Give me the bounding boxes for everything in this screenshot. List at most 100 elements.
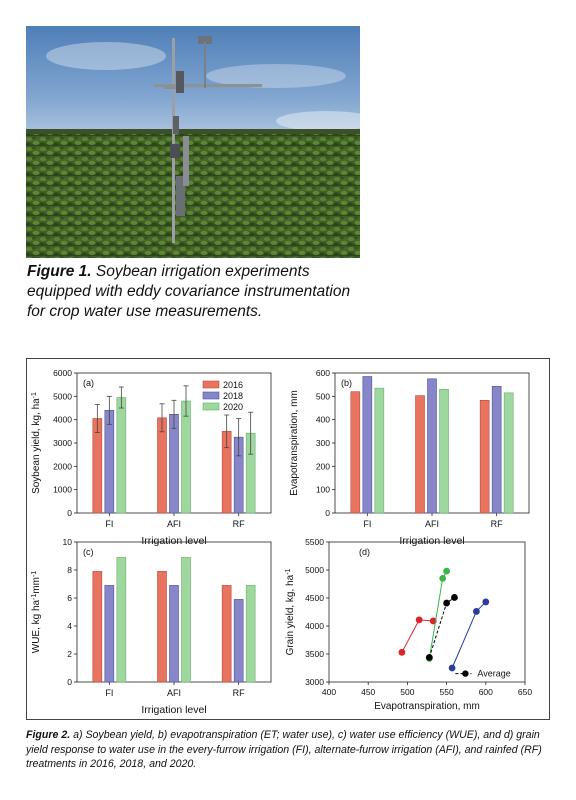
panel-b-bar bbox=[479, 399, 490, 514]
panel-c-xtick-label: RF bbox=[233, 688, 245, 698]
panel-b-ytick-label: 300 bbox=[316, 438, 330, 448]
series-point-2016 bbox=[398, 648, 406, 656]
series-point-2018 bbox=[472, 608, 480, 615]
series-line-Average bbox=[428, 597, 455, 658]
panel-b-label: (b) bbox=[341, 378, 352, 388]
panel-b-xtick-label: AFI bbox=[425, 519, 439, 529]
panel-d-ytick-label: 5000 bbox=[305, 565, 324, 575]
panel-a-xtick-label: FI bbox=[105, 519, 113, 529]
panel-c-bar bbox=[157, 571, 167, 683]
panel-d-frame bbox=[328, 541, 526, 683]
panel-d-xtick-label: 450 bbox=[361, 687, 375, 697]
legend-swatch-2020 bbox=[202, 402, 220, 411]
series-point-Average bbox=[425, 653, 433, 661]
series-point-Average bbox=[443, 599, 450, 607]
legend-swatch-2016 bbox=[202, 380, 220, 389]
panel-b-bar bbox=[350, 391, 361, 514]
panel-a-label: (a) bbox=[83, 378, 94, 388]
legend-average-label: Average bbox=[477, 669, 510, 679]
panel-a-bar bbox=[181, 400, 191, 514]
panel-b-ytick-label: 600 bbox=[316, 368, 330, 378]
panel-b-bar bbox=[503, 392, 514, 514]
legend-swatch-2018 bbox=[202, 391, 220, 400]
panel-a-bar bbox=[104, 410, 115, 514]
panel-b-bar bbox=[362, 376, 373, 514]
panel-d-xtick-label: 550 bbox=[440, 687, 454, 697]
panel-d-xtick-label: 400 bbox=[322, 687, 336, 697]
legend-label-2020: 2020 bbox=[223, 402, 243, 412]
panel-d-ytick-label: 4000 bbox=[305, 621, 324, 631]
panel-a-xtick-label: RF bbox=[233, 519, 245, 529]
panel-a-ytick-label: 4000 bbox=[53, 415, 72, 425]
panel-a-ytick-label: 0 bbox=[67, 508, 72, 518]
figure2-caption: Figure 2. a) Soybean yield, b) evapotran… bbox=[26, 728, 556, 772]
panel-a-ylabel: Soybean yield, kg, ha-1 bbox=[31, 392, 43, 494]
panel-c-ytick-label: 6 bbox=[67, 593, 72, 603]
panel-c-bar bbox=[221, 585, 232, 683]
figure2-caption-text: a) Soybean yield, b) evapotranspiration … bbox=[26, 729, 542, 770]
panel-a-bar bbox=[169, 413, 179, 514]
panel-c-bar bbox=[116, 557, 127, 683]
panel-d-ytick-label: 4500 bbox=[305, 593, 324, 603]
panel-c-ytick-label: 0 bbox=[67, 677, 72, 687]
panel-d-xtick-label: 600 bbox=[479, 687, 493, 697]
figure2-panel: 0 1000 2000 3000 4000 5000 6000 FI AFI RF (a) Irrig… bbox=[26, 358, 550, 720]
panel-d-xlabel: Evapotranspiration, mm bbox=[374, 701, 480, 712]
panel-a-ytick-label: 6000 bbox=[53, 368, 72, 378]
panel-a-bar bbox=[116, 397, 127, 514]
panel-c-bar bbox=[169, 585, 179, 683]
panel-c-bar bbox=[92, 571, 103, 683]
panel-c-ylabel: WUE, kg ha-1mm-1 bbox=[31, 571, 43, 654]
series-line-2020 bbox=[428, 570, 448, 659]
panel-d-xtick-label: 650 bbox=[518, 687, 532, 697]
panel-c-xlabel: Irrigation level bbox=[141, 704, 206, 716]
panel-c-ytick-label: 8 bbox=[67, 565, 72, 575]
figure2-label: Figure 2. bbox=[26, 729, 71, 741]
panel-b-bar bbox=[374, 387, 385, 514]
panel-b-ytick-label: 200 bbox=[316, 461, 330, 471]
panel-c-bar bbox=[104, 585, 115, 683]
panel-c-bar bbox=[245, 585, 256, 683]
legend-label-2016: 2016 bbox=[223, 380, 243, 390]
series-point-2020 bbox=[439, 575, 447, 582]
panel-a-xlabel: Irrigation level bbox=[141, 535, 206, 547]
panel-b-xlabel: Irrigation level bbox=[399, 535, 464, 547]
panel-b-ytick-label: 400 bbox=[316, 415, 330, 425]
panel-d-xtick-label: 500 bbox=[400, 687, 414, 697]
panel-c-xtick-label: AFI bbox=[167, 688, 181, 698]
series-point-2020 bbox=[443, 567, 450, 575]
series-point-2018 bbox=[448, 664, 456, 672]
panel-c-ytick-label: 10 bbox=[63, 537, 73, 547]
figure1-caption: Figure 1. Soybean irrigation experiments… bbox=[27, 262, 357, 322]
series-point-2016 bbox=[415, 616, 423, 624]
panel-c-ytick-label: 2 bbox=[67, 649, 72, 659]
series-point-2018 bbox=[482, 598, 490, 606]
series-line-2018 bbox=[451, 601, 487, 669]
panel-a-ytick-label: 1000 bbox=[53, 485, 72, 495]
panel-c-bar bbox=[233, 599, 244, 683]
figure1-caption-text: Soybean irrigation experiments equipped … bbox=[27, 263, 351, 320]
panel-b-bar bbox=[439, 389, 449, 514]
series-line-2016 bbox=[401, 619, 434, 653]
panel-b-bar bbox=[415, 395, 425, 514]
panel-b-ytick-label: 0 bbox=[325, 508, 330, 518]
panel-b-xtick-label: RF bbox=[491, 519, 503, 529]
panel-a-ytick-label: 5000 bbox=[53, 391, 72, 401]
soybean-field-photo bbox=[26, 26, 360, 258]
panel-a-xtick-label: AFI bbox=[167, 519, 181, 529]
panel-b-bar bbox=[491, 385, 502, 514]
panel-b-ytick-label: 500 bbox=[316, 391, 330, 401]
legend-average-marker bbox=[462, 670, 469, 677]
panel-d-ylabel: Grain yield, kg, ha-1 bbox=[285, 568, 297, 655]
panel-b-ylabel: Evapotranspiration, mm bbox=[289, 390, 300, 496]
panel-b-bar bbox=[427, 378, 437, 514]
panel-a-ytick-label: 2000 bbox=[53, 461, 72, 471]
panel-c-ytick-label: 4 bbox=[67, 621, 72, 631]
panel-c-xtick-label: FI bbox=[105, 688, 113, 698]
panel-c-label: (c) bbox=[83, 547, 94, 557]
panel-d-label: (d) bbox=[359, 547, 370, 557]
panel-c-bar bbox=[181, 557, 191, 683]
panel-b-ytick-label: 100 bbox=[316, 485, 330, 495]
panel-d-ytick-label: 3500 bbox=[305, 649, 324, 659]
